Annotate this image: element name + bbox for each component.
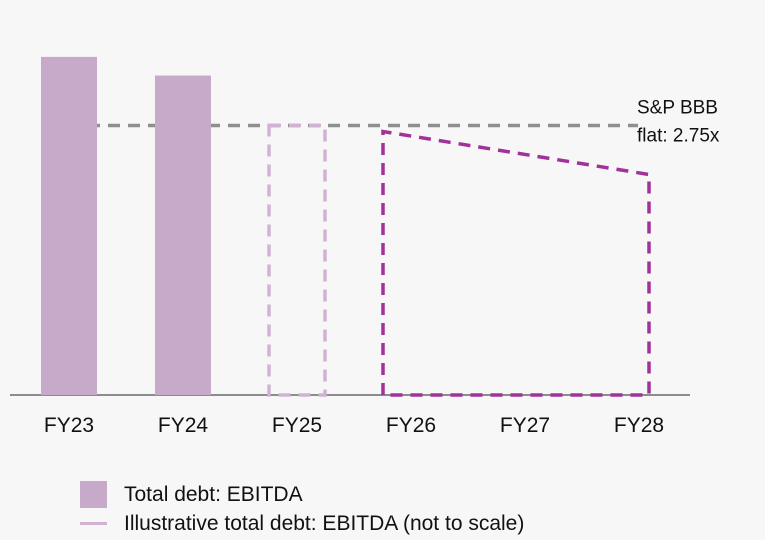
reference-label-line2: flat: 2.75x: [637, 126, 720, 147]
reference-label-line1: S&P BBB: [637, 98, 718, 119]
illustrative-projection-fy26-fy28: [381, 129, 651, 397]
bar-fy24: [155, 75, 211, 396]
legend: Total debt: EBITDA Illustrative total de…: [80, 480, 524, 538]
legend-item-total-debt: Total debt: EBITDA: [80, 480, 524, 509]
legend-item-illustrative: Illustrative total debt: EBITDA (not to …: [80, 509, 524, 538]
x-tick-label-fy25: FY25: [272, 414, 322, 437]
legend-label-total-debt: Total debt: EBITDA: [124, 482, 303, 506]
x-tick-label-fy28: FY28: [614, 414, 664, 437]
legend-swatch-box: [80, 481, 107, 508]
x-tick-label-fy24: FY24: [158, 414, 209, 437]
illustrative-bar-fy25: [267, 123, 327, 397]
x-tick-label-fy23: FY23: [44, 414, 94, 437]
x-tick-label-fy27: FY27: [500, 414, 550, 437]
x-tick-label-fy26: FY26: [386, 414, 436, 437]
legend-swatch-line: [80, 522, 107, 525]
legend-label-illustrative: Illustrative total debt: EBITDA (not to …: [124, 511, 525, 535]
bar-fy23: [41, 56, 97, 396]
